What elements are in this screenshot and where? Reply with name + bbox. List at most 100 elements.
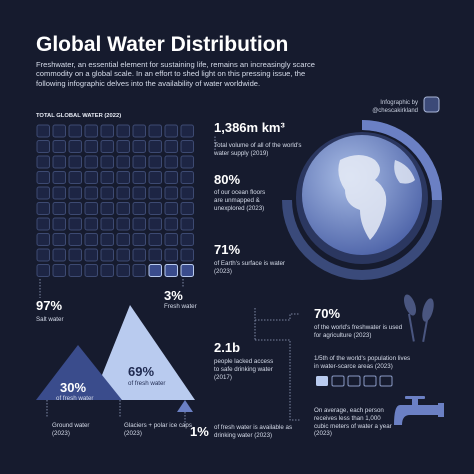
salt-water-square — [164, 140, 178, 153]
salt-water-square — [52, 186, 66, 200]
wheat-icon — [403, 294, 434, 343]
connectors — [39, 135, 300, 426]
salt-water-square — [132, 233, 146, 246]
credit-label: Infographic by — [380, 100, 418, 106]
title: Global Water Distribution — [36, 33, 289, 56]
credit: Infographic by @chescakirkland — [368, 100, 418, 115]
salt-water-square — [132, 155, 146, 169]
salt-water-square — [84, 248, 98, 262]
salt-water-square — [180, 186, 194, 200]
salt-water-square — [84, 140, 98, 153]
salt-water-square — [36, 171, 50, 184]
surface-text: of Earth's surface is water (2023) — [214, 260, 285, 275]
salt-water-square — [116, 171, 130, 184]
fresh-water-square — [164, 264, 178, 277]
salt-water-square — [132, 217, 146, 231]
scarce-text: 1/5th of the world's population lives in… — [314, 355, 411, 370]
salt-water-square — [132, 202, 146, 215]
salt-water-square — [132, 171, 146, 184]
salt-water-square — [36, 233, 50, 246]
salt-water-square — [100, 217, 114, 231]
salt-water-square — [132, 140, 146, 153]
salt-water-square — [116, 248, 130, 262]
salt-water-square — [52, 264, 66, 277]
salt-water-square — [164, 186, 178, 200]
salt-water-square — [68, 264, 82, 277]
salt-water-square — [148, 233, 162, 246]
globe — [282, 120, 442, 280]
salt-water-square — [132, 248, 146, 262]
salt-water-square — [68, 171, 82, 184]
agriculture-value: 70% — [314, 306, 341, 321]
agriculture-text: of the world's freshwater is used for ag… — [314, 324, 403, 339]
salt-water-square — [68, 155, 82, 169]
salt-water-square — [100, 140, 114, 153]
salt-water-square — [84, 202, 98, 215]
salt-water-square — [148, 155, 162, 169]
salt-water-square — [164, 171, 178, 184]
salt-water-square — [180, 124, 194, 138]
access-text: people lacked access to safe drinking wa… — [214, 358, 274, 381]
salt-water-square — [116, 217, 130, 231]
credit-icon — [423, 96, 440, 113]
salt-water-square — [100, 186, 114, 200]
access-value: 2.1b — [214, 340, 241, 355]
salt-water-square — [52, 202, 66, 215]
salt-water-square — [36, 124, 50, 138]
salt-water-square — [148, 248, 162, 262]
salt-water-square — [100, 233, 114, 246]
salt-water-square — [36, 186, 50, 200]
salt-water-square — [164, 217, 178, 231]
salt-water-square — [36, 248, 50, 262]
salt-water-square — [148, 171, 162, 184]
salt-water-square — [116, 264, 130, 277]
salt-water-square — [148, 124, 162, 138]
glaciers-text: of fresh water — [128, 380, 166, 387]
salt-water-square — [116, 233, 130, 246]
surface-value: 71% — [214, 242, 241, 257]
salt-water-square — [132, 124, 146, 138]
salt-water-square — [84, 171, 98, 184]
water-grid — [36, 124, 194, 277]
volume-value: 1,386m km³ — [214, 120, 285, 135]
salt-water-square — [100, 124, 114, 138]
salt-water-square — [116, 186, 130, 200]
salt-water-square — [36, 155, 50, 169]
salt-water-square — [180, 233, 194, 246]
salt-water-square — [52, 233, 66, 246]
fresh-value: 3% — [164, 288, 183, 303]
salt-water-square — [100, 202, 114, 215]
fresh-water-square — [180, 264, 194, 277]
salt-water-square — [68, 248, 82, 262]
salt-water-square — [52, 248, 66, 262]
salt-water-square — [100, 155, 114, 169]
drinking-value: 1% — [190, 424, 209, 439]
salt-water-square — [116, 124, 130, 138]
glaciers-caption: Glaciers + polar ice caps (2023) — [124, 422, 192, 437]
salt-water-square — [164, 155, 178, 169]
ground-value: 30% — [60, 380, 87, 395]
salt-water-square — [68, 140, 82, 153]
scarcity-squares — [316, 375, 393, 387]
ground-caption: Ground water (2023) — [52, 422, 90, 437]
fresh-water-square — [148, 264, 162, 277]
intro: Freshwater, an essential element for sus… — [36, 60, 315, 88]
salt-value: 97% — [36, 298, 63, 313]
salt-water-square — [180, 217, 194, 231]
salt-water-square — [180, 202, 194, 215]
salt-water-square — [84, 264, 98, 277]
salt-text: Salt water — [36, 316, 64, 323]
tap-icon — [394, 396, 444, 425]
salt-water-square — [68, 202, 82, 215]
ground-text: of fresh water — [56, 395, 94, 402]
salt-water-square — [180, 140, 194, 153]
salt-water-square — [68, 186, 82, 200]
salt-water-square — [84, 155, 98, 169]
grid-label: TOTAL GLOBAL WATER (2022) — [36, 113, 122, 119]
salt-water-square — [116, 202, 130, 215]
salt-water-square — [36, 264, 50, 277]
salt-water-square — [148, 186, 162, 200]
credit-handle: @chescakirkland — [372, 107, 418, 114]
salt-water-square — [100, 248, 114, 262]
